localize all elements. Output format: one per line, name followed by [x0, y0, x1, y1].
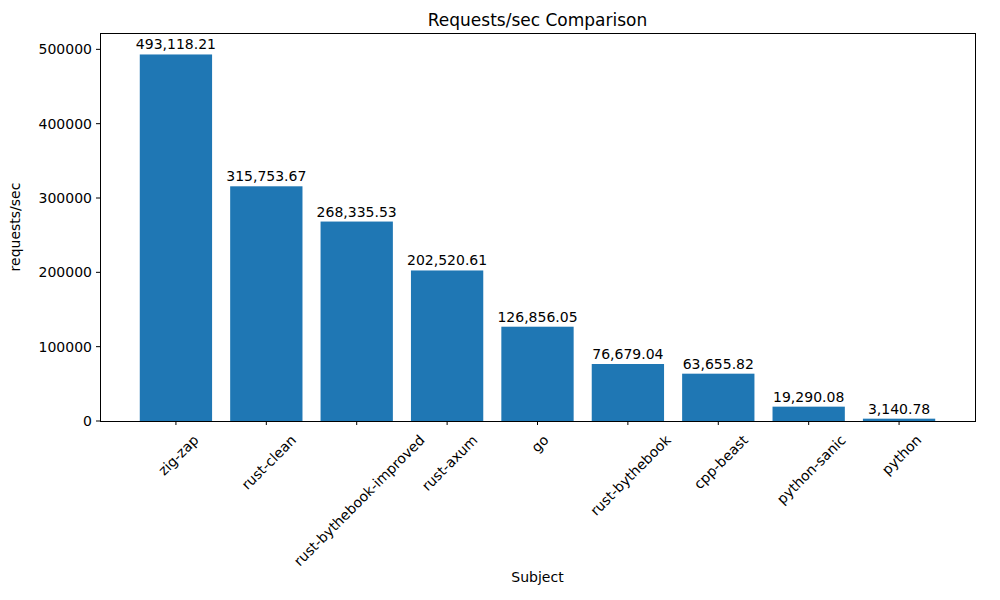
figure-canvas: 493,118.21 315,753.67 268,335.53 202,520.61… [0, 0, 1000, 600]
bar-rust-axum [411, 270, 483, 421]
x-tick-label: rust-clean [238, 432, 299, 493]
bar-value-label: 76,679.04 [592, 346, 663, 362]
y-tick-label: 0 [83, 413, 92, 429]
bar-rust-bythebook [592, 364, 664, 421]
y-axis-label: requests/sec [7, 183, 23, 272]
bar-zig-zap [140, 54, 212, 421]
x-tick-label: rust-axum [419, 432, 481, 494]
bar-value-label: 3,140.78 [868, 401, 930, 417]
y-tick-label: 400000 [39, 116, 92, 132]
chart-title: Requests/sec Comparison [428, 10, 648, 30]
x-tick-label: python [879, 432, 925, 478]
bar-value-label: 202,520.61 [407, 252, 487, 268]
x-tick-label: rust-bythebook [587, 431, 674, 518]
bar-value-label: 268,335.53 [317, 204, 397, 220]
bar-rust-clean [230, 186, 302, 421]
y-tick-label: 200000 [39, 264, 92, 280]
bar-value-label: 493,118.21 [136, 36, 216, 52]
bar-value-label: 126,856.05 [497, 309, 577, 325]
bar-python-sanic [773, 407, 845, 421]
bar-value-label: 315,753.67 [226, 168, 306, 184]
y-tick-label: 300000 [39, 190, 92, 206]
bar-value-label: 63,655.82 [683, 356, 754, 372]
bar-value-label: 19,290.08 [773, 389, 844, 405]
bar-rust-bythebook-improved [321, 222, 393, 421]
y-tick-label: 500000 [39, 41, 92, 57]
x-tick-label: python-sanic [774, 432, 849, 507]
y-tick-label: 100000 [39, 339, 92, 355]
bar-chart: 493,118.21 315,753.67 268,335.53 202,520.61… [0, 0, 1000, 600]
x-tick-label: go [528, 432, 552, 456]
x-tick-label: zig-zap [155, 432, 202, 479]
x-tick-label: cpp-beast [691, 431, 752, 492]
x-axis-label: Subject [511, 569, 564, 585]
bar-go [501, 327, 573, 421]
bar-cpp-beast [682, 374, 754, 421]
x-tick-label: rust-bythebook-improved [291, 432, 428, 569]
